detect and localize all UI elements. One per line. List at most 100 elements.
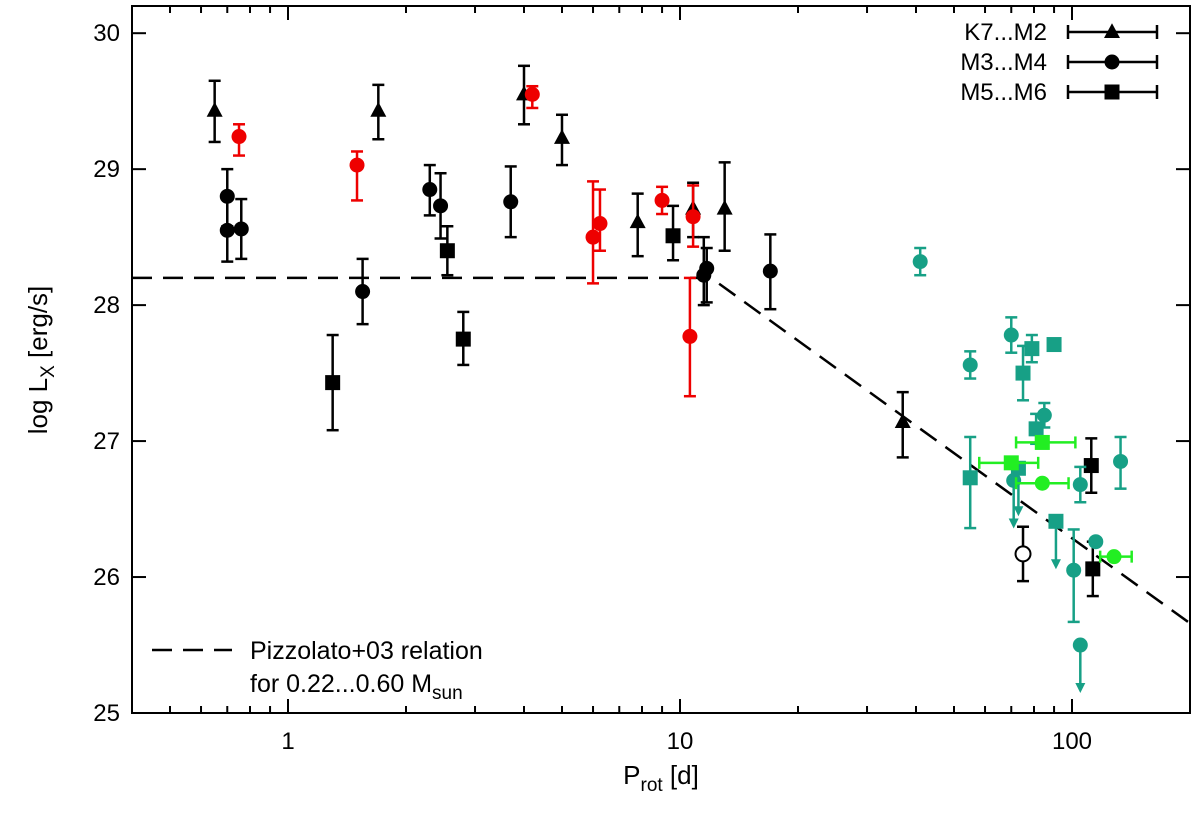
circle-marker [592, 216, 608, 232]
data-point [1024, 333, 1040, 364]
data-point [355, 257, 371, 326]
x-tick-label: 100 [1052, 728, 1092, 755]
square-marker [455, 331, 471, 347]
data-point [1048, 513, 1064, 570]
square-marker [1024, 341, 1040, 357]
y-axis-title-suffix: [erg/s] [23, 286, 53, 365]
circle-marker [524, 86, 540, 102]
legend-square-marker [1104, 84, 1120, 100]
square-marker [1083, 458, 1099, 474]
circle-marker [1072, 477, 1088, 493]
annotation-line2-sub: sun [432, 683, 463, 704]
triangle-marker [553, 129, 570, 144]
circle-marker [1113, 453, 1129, 469]
data-point [699, 246, 715, 304]
y-tick-label: 30 [93, 20, 120, 47]
circle-marker [355, 284, 371, 300]
data-point [1066, 528, 1082, 624]
circle-marker [699, 260, 715, 276]
y-axis-title-sub: X [38, 365, 59, 378]
points-layer [206, 64, 1133, 694]
circle-marker [231, 129, 247, 145]
data-point [1014, 434, 1077, 450]
annotation-line2-main: for 0.22...0.60 M [250, 670, 432, 698]
data-point [592, 188, 608, 252]
square-marker [439, 243, 455, 259]
pizzolato-relation-line [132, 276, 1191, 625]
circle-marker [422, 182, 438, 198]
upper-limit-arrowhead [1013, 506, 1024, 517]
data-point [1072, 465, 1088, 504]
y-axis-title-main: log L [23, 378, 53, 434]
circle-marker [654, 192, 670, 208]
circle-marker [1072, 637, 1088, 653]
triangle-marker [206, 101, 223, 117]
square-marker [1003, 455, 1019, 471]
ticks-layer: 25 26 27 28 29 30 1 10 100 [93, 6, 1191, 755]
legend-label: K7...M2 [964, 19, 1047, 46]
data-point [1088, 534, 1104, 550]
data-point [439, 225, 455, 277]
data-point [762, 233, 778, 311]
data-point [1015, 344, 1031, 402]
annotation-line2: for 0.22...0.60 Msun [250, 670, 463, 704]
circle-marker [962, 357, 978, 373]
data-point [665, 204, 681, 262]
upper-limit-arrowhead [1075, 683, 1086, 694]
data-point [978, 455, 1040, 471]
data-point [219, 197, 235, 263]
circle-marker [1003, 327, 1019, 343]
y-tick-label: 28 [93, 292, 120, 319]
circle-marker [1034, 475, 1050, 491]
circle-marker [912, 254, 928, 270]
triangle-marker [629, 213, 646, 229]
triangle-marker [894, 413, 911, 429]
plot-frame [131, 5, 1191, 714]
circle-marker [682, 328, 698, 344]
data-point [1046, 337, 1062, 353]
data-point [503, 165, 519, 239]
x-axis-title-suffix: [d] [663, 760, 699, 790]
data-point [962, 435, 978, 530]
data-point [1014, 475, 1070, 491]
data-point [1072, 637, 1088, 694]
legend-label: M5...M6 [960, 79, 1047, 106]
y-tick-label: 27 [93, 428, 120, 455]
circle-marker [433, 198, 449, 214]
data-point [231, 123, 247, 157]
data-point [422, 163, 438, 217]
annotation-line1: Pizzolato+03 relation [250, 637, 483, 665]
upper-limit-arrowhead [1050, 559, 1061, 570]
circle-marker [233, 221, 249, 237]
circle-marker [503, 194, 519, 210]
circle-marker [685, 209, 701, 225]
y-tick-label: 25 [93, 700, 120, 727]
data-point [1014, 525, 1032, 583]
upper-limit-arrowhead [1008, 518, 1019, 529]
square-marker [1046, 337, 1062, 353]
open-circle-marker [1014, 545, 1032, 563]
square-marker [665, 228, 681, 244]
data-point [912, 246, 928, 277]
data-point [553, 113, 570, 167]
square-marker [1034, 434, 1050, 450]
square-marker [325, 375, 341, 391]
legend-triangle-marker [1104, 23, 1120, 38]
data-point [682, 276, 698, 398]
data-point [206, 79, 223, 144]
x-axis-title: Prot [d] [623, 760, 699, 796]
circle-marker [1106, 549, 1122, 565]
circle-marker [1088, 534, 1104, 550]
data-point [1003, 316, 1019, 354]
square-marker [1028, 421, 1044, 437]
data-point [629, 192, 646, 258]
data-point [370, 83, 387, 141]
data-point [433, 171, 449, 240]
square-marker [1048, 513, 1064, 529]
data-point [962, 350, 978, 380]
x-tick-label: 1 [281, 728, 294, 755]
square-marker [962, 470, 978, 486]
circle-marker [1036, 407, 1052, 423]
x-axis-title-sub: rot [641, 775, 664, 796]
